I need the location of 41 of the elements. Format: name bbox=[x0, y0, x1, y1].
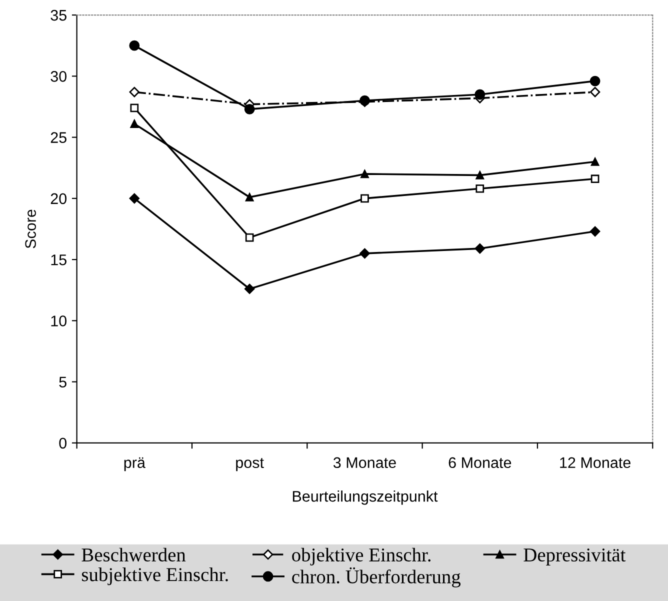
y-tick-label: 35 bbox=[50, 10, 66, 21]
x-tick-label: prä bbox=[124, 457, 146, 472]
point bbox=[590, 76, 600, 86]
point bbox=[360, 170, 369, 178]
point bbox=[360, 194, 369, 203]
point bbox=[244, 284, 255, 294]
point bbox=[360, 248, 370, 259]
point bbox=[129, 193, 140, 204]
x-tick-label: 12 Monate bbox=[560, 457, 630, 468]
point bbox=[474, 89, 486, 100]
legend-label: chron. Überforderung bbox=[292, 567, 461, 588]
point bbox=[130, 104, 139, 112]
point bbox=[244, 104, 255, 114]
y-axis-title: Score bbox=[25, 210, 36, 248]
x-tick-label: 3 Monate bbox=[333, 457, 396, 468]
x-tick-label: 6 Monate bbox=[448, 457, 512, 468]
point bbox=[590, 174, 600, 184]
point bbox=[130, 120, 139, 128]
x-axis-title: Beurteilungszeitpunkt bbox=[292, 490, 438, 505]
y-tick-label: 15 bbox=[51, 254, 66, 266]
point bbox=[245, 233, 254, 242]
point bbox=[474, 243, 486, 254]
point bbox=[590, 86, 600, 98]
y-tick-label: 10 bbox=[51, 316, 66, 326]
y-tick-label: 25 bbox=[50, 132, 66, 143]
point bbox=[476, 171, 484, 180]
legend-label: Depressivität bbox=[524, 548, 626, 566]
legend-label: Beschwerden bbox=[82, 548, 186, 562]
y-tick-label: 5 bbox=[59, 376, 66, 388]
legend-label: subjektive Einschr. bbox=[82, 568, 228, 586]
point bbox=[590, 158, 600, 166]
point bbox=[590, 226, 600, 237]
x-tick-label: post bbox=[236, 458, 264, 472]
point bbox=[245, 193, 254, 202]
y-tick-label: 30 bbox=[50, 71, 66, 82]
point bbox=[129, 40, 140, 51]
point bbox=[129, 86, 140, 98]
y-tick-label: 0 bbox=[59, 438, 66, 449]
point bbox=[476, 184, 484, 193]
legend-label: objektive Einschr. bbox=[292, 548, 430, 566]
y-tick-label: 20 bbox=[50, 193, 66, 204]
